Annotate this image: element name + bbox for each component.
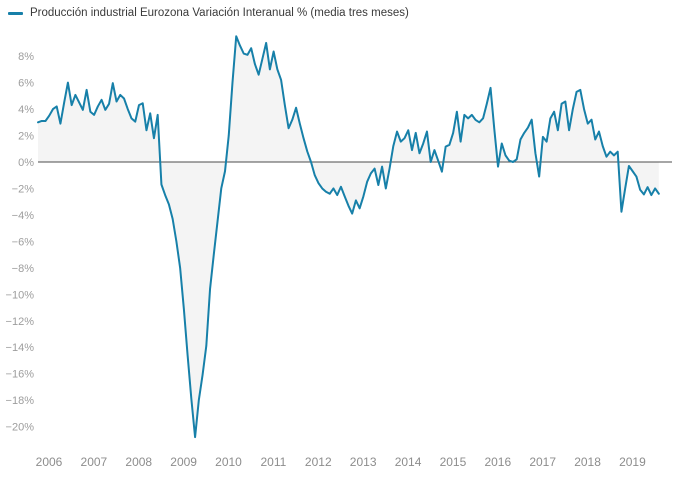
chart-legend: Producción industrial Eurozona Variación… <box>8 7 409 20</box>
y-axis-tick-label: 2% <box>18 131 34 143</box>
y-axis-tick-label: −8% <box>12 263 35 275</box>
x-axis-tick-label: 2006 <box>36 455 63 469</box>
x-axis-tick-label: 2011 <box>260 455 286 469</box>
legend-label: Producción industrial Eurozona Variación… <box>30 7 409 19</box>
y-axis-tick-label: −14% <box>6 342 35 354</box>
y-axis-tick-label: −10% <box>6 289 35 301</box>
y-axis-tick-label: 0% <box>18 157 34 169</box>
y-axis-tick-label: −4% <box>12 210 35 222</box>
x-axis-tick-label: 2018 <box>574 455 601 469</box>
x-axis-tick-label: 2019 <box>619 455 646 469</box>
x-axis-tick-label: 2010 <box>215 455 242 469</box>
x-axis-tick-label: 2008 <box>125 455 152 469</box>
y-axis-tick-label: −2% <box>12 183 35 195</box>
y-axis-tick-label: −16% <box>6 369 35 381</box>
x-axis-tick-label: 2016 <box>484 455 511 469</box>
y-axis-tick-label: −20% <box>6 422 35 434</box>
x-axis-tick-label: 2007 <box>81 455 108 469</box>
y-axis-tick-label: 4% <box>18 104 34 116</box>
x-axis-tick-label: 2014 <box>395 455 422 469</box>
x-axis-tick-label: 2017 <box>529 455 556 469</box>
x-axis-tick-label: 2012 <box>305 455 332 469</box>
data-line <box>37 35 660 439</box>
y-axis-tick-label: 6% <box>18 78 34 90</box>
y-axis-tick-label: −6% <box>12 236 35 248</box>
x-axis-tick-label: 2009 <box>170 455 197 469</box>
x-axis-tick-label: 2015 <box>440 455 467 469</box>
area-fill <box>38 36 659 438</box>
y-axis-tick-label: 8% <box>18 51 34 63</box>
y-axis-tick-label: −12% <box>6 316 35 328</box>
y-axis-tick-label: −18% <box>6 395 35 407</box>
legend-line-swatch <box>8 12 23 16</box>
x-axis-tick-label: 2013 <box>350 455 377 469</box>
